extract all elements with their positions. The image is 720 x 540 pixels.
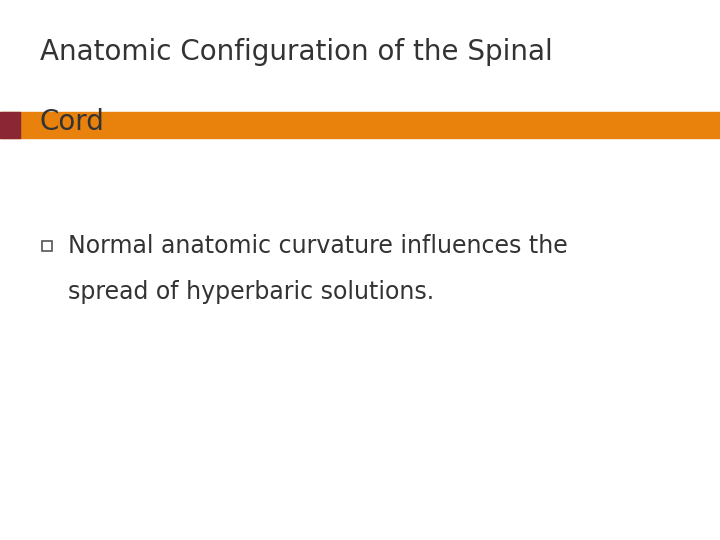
- Text: spread of hyperbaric solutions.: spread of hyperbaric solutions.: [68, 280, 435, 303]
- Text: Normal anatomic curvature influences the: Normal anatomic curvature influences the: [68, 234, 568, 258]
- Bar: [0, 112, 720, 138]
- Text: Cord: Cord: [40, 108, 104, 136]
- Bar: [0, 112, 20, 138]
- Text: Anatomic Configuration of the Spinal: Anatomic Configuration of the Spinal: [40, 38, 552, 66]
